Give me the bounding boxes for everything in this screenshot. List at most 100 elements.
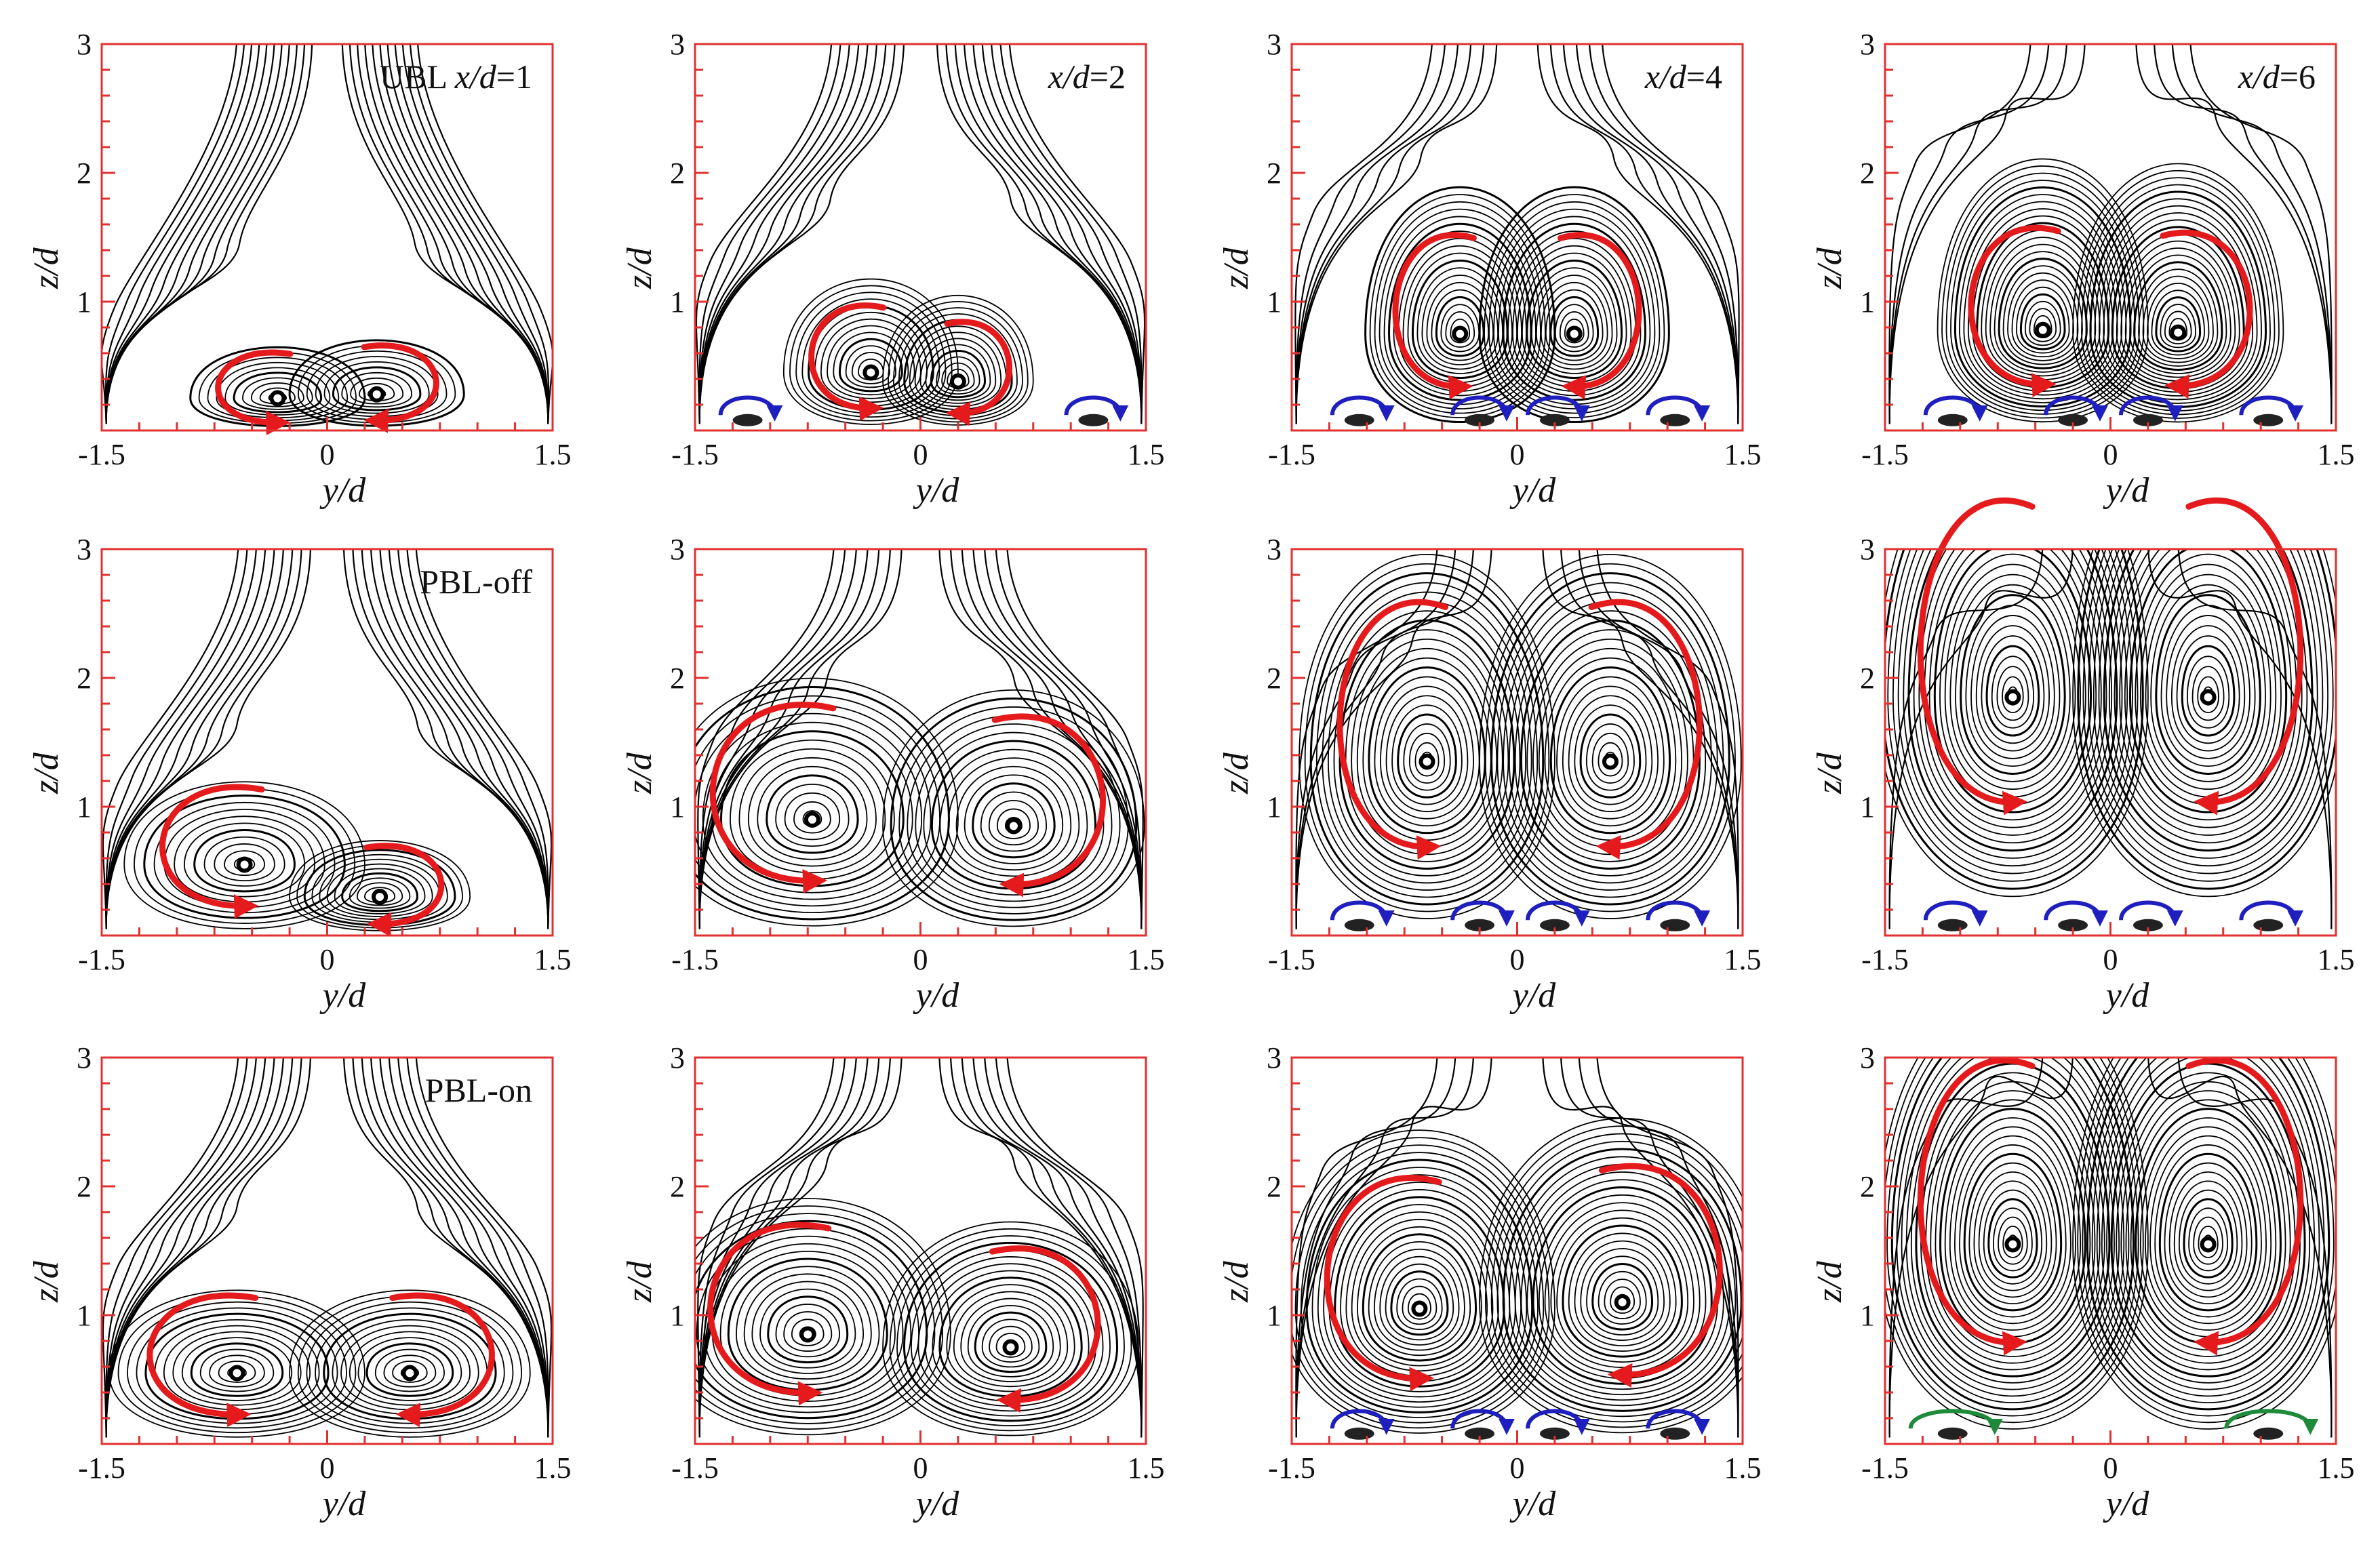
vortex-streamline: [1403, 723, 1451, 791]
vortex-streamline: [2145, 574, 2272, 790]
vortex-core: [2034, 321, 2051, 338]
streamline: [105, 1058, 311, 1438]
vortex-streamline: [2029, 308, 2057, 342]
streamline: [105, 1058, 266, 1438]
vortex-streamline: [917, 1256, 1104, 1412]
vortex-streamline: [349, 1331, 471, 1406]
vortex-streamline: [1397, 237, 1522, 392]
vortex-streamline: [1309, 572, 1545, 906]
x-tick-label: 1.5: [1128, 1451, 1165, 1485]
vortex-streamline: [1509, 1156, 1737, 1407]
vortex-streamline: [727, 1258, 888, 1392]
y-tick-label: 3: [1267, 533, 1282, 566]
y-tick-label: 1: [77, 790, 92, 824]
secondary-vortex-arrow: [1646, 900, 1711, 927]
streamline: [410, 44, 550, 424]
vortex-streamline: [1885, 549, 2149, 898]
y-tick-label: 3: [670, 28, 685, 61]
primary-vortex-arrow: [989, 1245, 1101, 1413]
vortex-streamline: [383, 1354, 437, 1388]
streamline: [698, 44, 905, 424]
streamline: [1294, 44, 1433, 424]
vortex-streamline: [1391, 704, 1463, 805]
vortex-streamline: [960, 1298, 1061, 1382]
x-tick-label: 1.5: [534, 943, 572, 976]
streamline: [981, 44, 1143, 424]
vortex-streamline: [2151, 289, 2205, 356]
streamline: [1295, 44, 1498, 424]
x-axis-label: y/d: [1509, 976, 1557, 1015]
y-tick-label: 3: [77, 533, 92, 566]
vortex-streamline: [1574, 1240, 1671, 1347]
x-tick-label: -1.5: [1268, 943, 1315, 976]
vortex-streamline: [1532, 639, 1688, 856]
vortex-streamline: [1450, 318, 1471, 344]
vortex-streamline: [2173, 1180, 2243, 1291]
x-tick-label: 0: [913, 438, 928, 471]
streamline: [698, 44, 869, 424]
vortex-streamline: [334, 868, 426, 914]
x-tick-label: 1.5: [1724, 1451, 1762, 1485]
y-tick-label: 2: [670, 1170, 685, 1203]
streamline: [972, 1058, 1143, 1438]
vortex-streamline: [1892, 549, 2133, 875]
vortex-streamline: [1292, 1137, 1550, 1429]
streamline: [1888, 44, 2067, 424]
panel-PBL-off-x/d=1: -1.5 0 1.5 1 2 3 y/d z/d PBL-off: [27, 533, 572, 1015]
y-tick-label: 3: [77, 28, 92, 61]
x-tick-label: -1.5: [1861, 943, 1909, 976]
vortex-streamline: [2114, 549, 2303, 836]
vortex-streamline: [1955, 584, 2071, 782]
vortex-streamline: [1598, 1270, 1647, 1325]
streamline: [105, 549, 257, 929]
x-tick-label: -1.5: [1861, 1451, 1909, 1485]
axes-frame: [100, 43, 554, 432]
vortex-streamline: [1960, 594, 2066, 776]
vortex-streamline: [1385, 695, 1469, 813]
vortex-streamline: [1591, 733, 1629, 784]
vortex-streamline: [967, 1304, 1054, 1378]
streamline: [961, 1058, 1143, 1438]
secondary-vortex-arrow: [2239, 395, 2304, 422]
primary-vortex-arrow: [944, 319, 1012, 426]
streamline: [698, 44, 860, 424]
vortex-streamline: [1526, 260, 1623, 380]
vortex-streamline: [995, 1333, 1026, 1358]
vortex-streamline: [1562, 1224, 1683, 1358]
vortex-streamline: [1987, 1198, 2038, 1279]
vortex-streamline: [1402, 1285, 1437, 1325]
vortex-core: [804, 811, 820, 828]
streamline: [105, 44, 268, 424]
streamline: [105, 549, 248, 929]
x-axis-label: y/d: [2103, 976, 2150, 1015]
vortex-streamline: [303, 849, 456, 926]
vortex-core: [372, 889, 389, 905]
vortex-streamline: [1496, 1140, 1743, 1418]
primary-vortex-arrow: [2185, 1057, 2304, 1356]
vortex-streamline: [242, 377, 313, 410]
vortex-streamline: [1490, 572, 1730, 906]
y-tick-label: 1: [1267, 790, 1282, 824]
vortex-streamline: [2128, 549, 2288, 813]
y-tick-label: 3: [1860, 28, 1875, 61]
streamline: [1295, 1058, 1438, 1438]
vortex-streamline: [1930, 1090, 2096, 1357]
streamline: [105, 549, 294, 929]
vortex-streamline: [1520, 1171, 1724, 1396]
vortex-streamline: [936, 356, 980, 395]
secondary-vortex-arrow: [2044, 395, 2108, 422]
vortex-streamline: [1304, 563, 1550, 912]
vortex-streamline: [224, 367, 331, 416]
vortex-streamline: [2086, 1058, 2331, 1411]
vortex-streamline: [1374, 1248, 1465, 1351]
vortex-streamline: [144, 1312, 330, 1420]
streamline: [1888, 44, 2086, 424]
y-tick-label: 1: [1267, 285, 1282, 319]
streamline: [1602, 44, 1740, 424]
vortex-streamline: [974, 1311, 1048, 1373]
vortex-core: [949, 373, 966, 390]
vortex-streamline: [2082, 1058, 2335, 1417]
vortex-streamline: [1390, 1270, 1449, 1336]
vortex-streamline: [782, 278, 959, 425]
vortex-streamline: [896, 1235, 1125, 1426]
